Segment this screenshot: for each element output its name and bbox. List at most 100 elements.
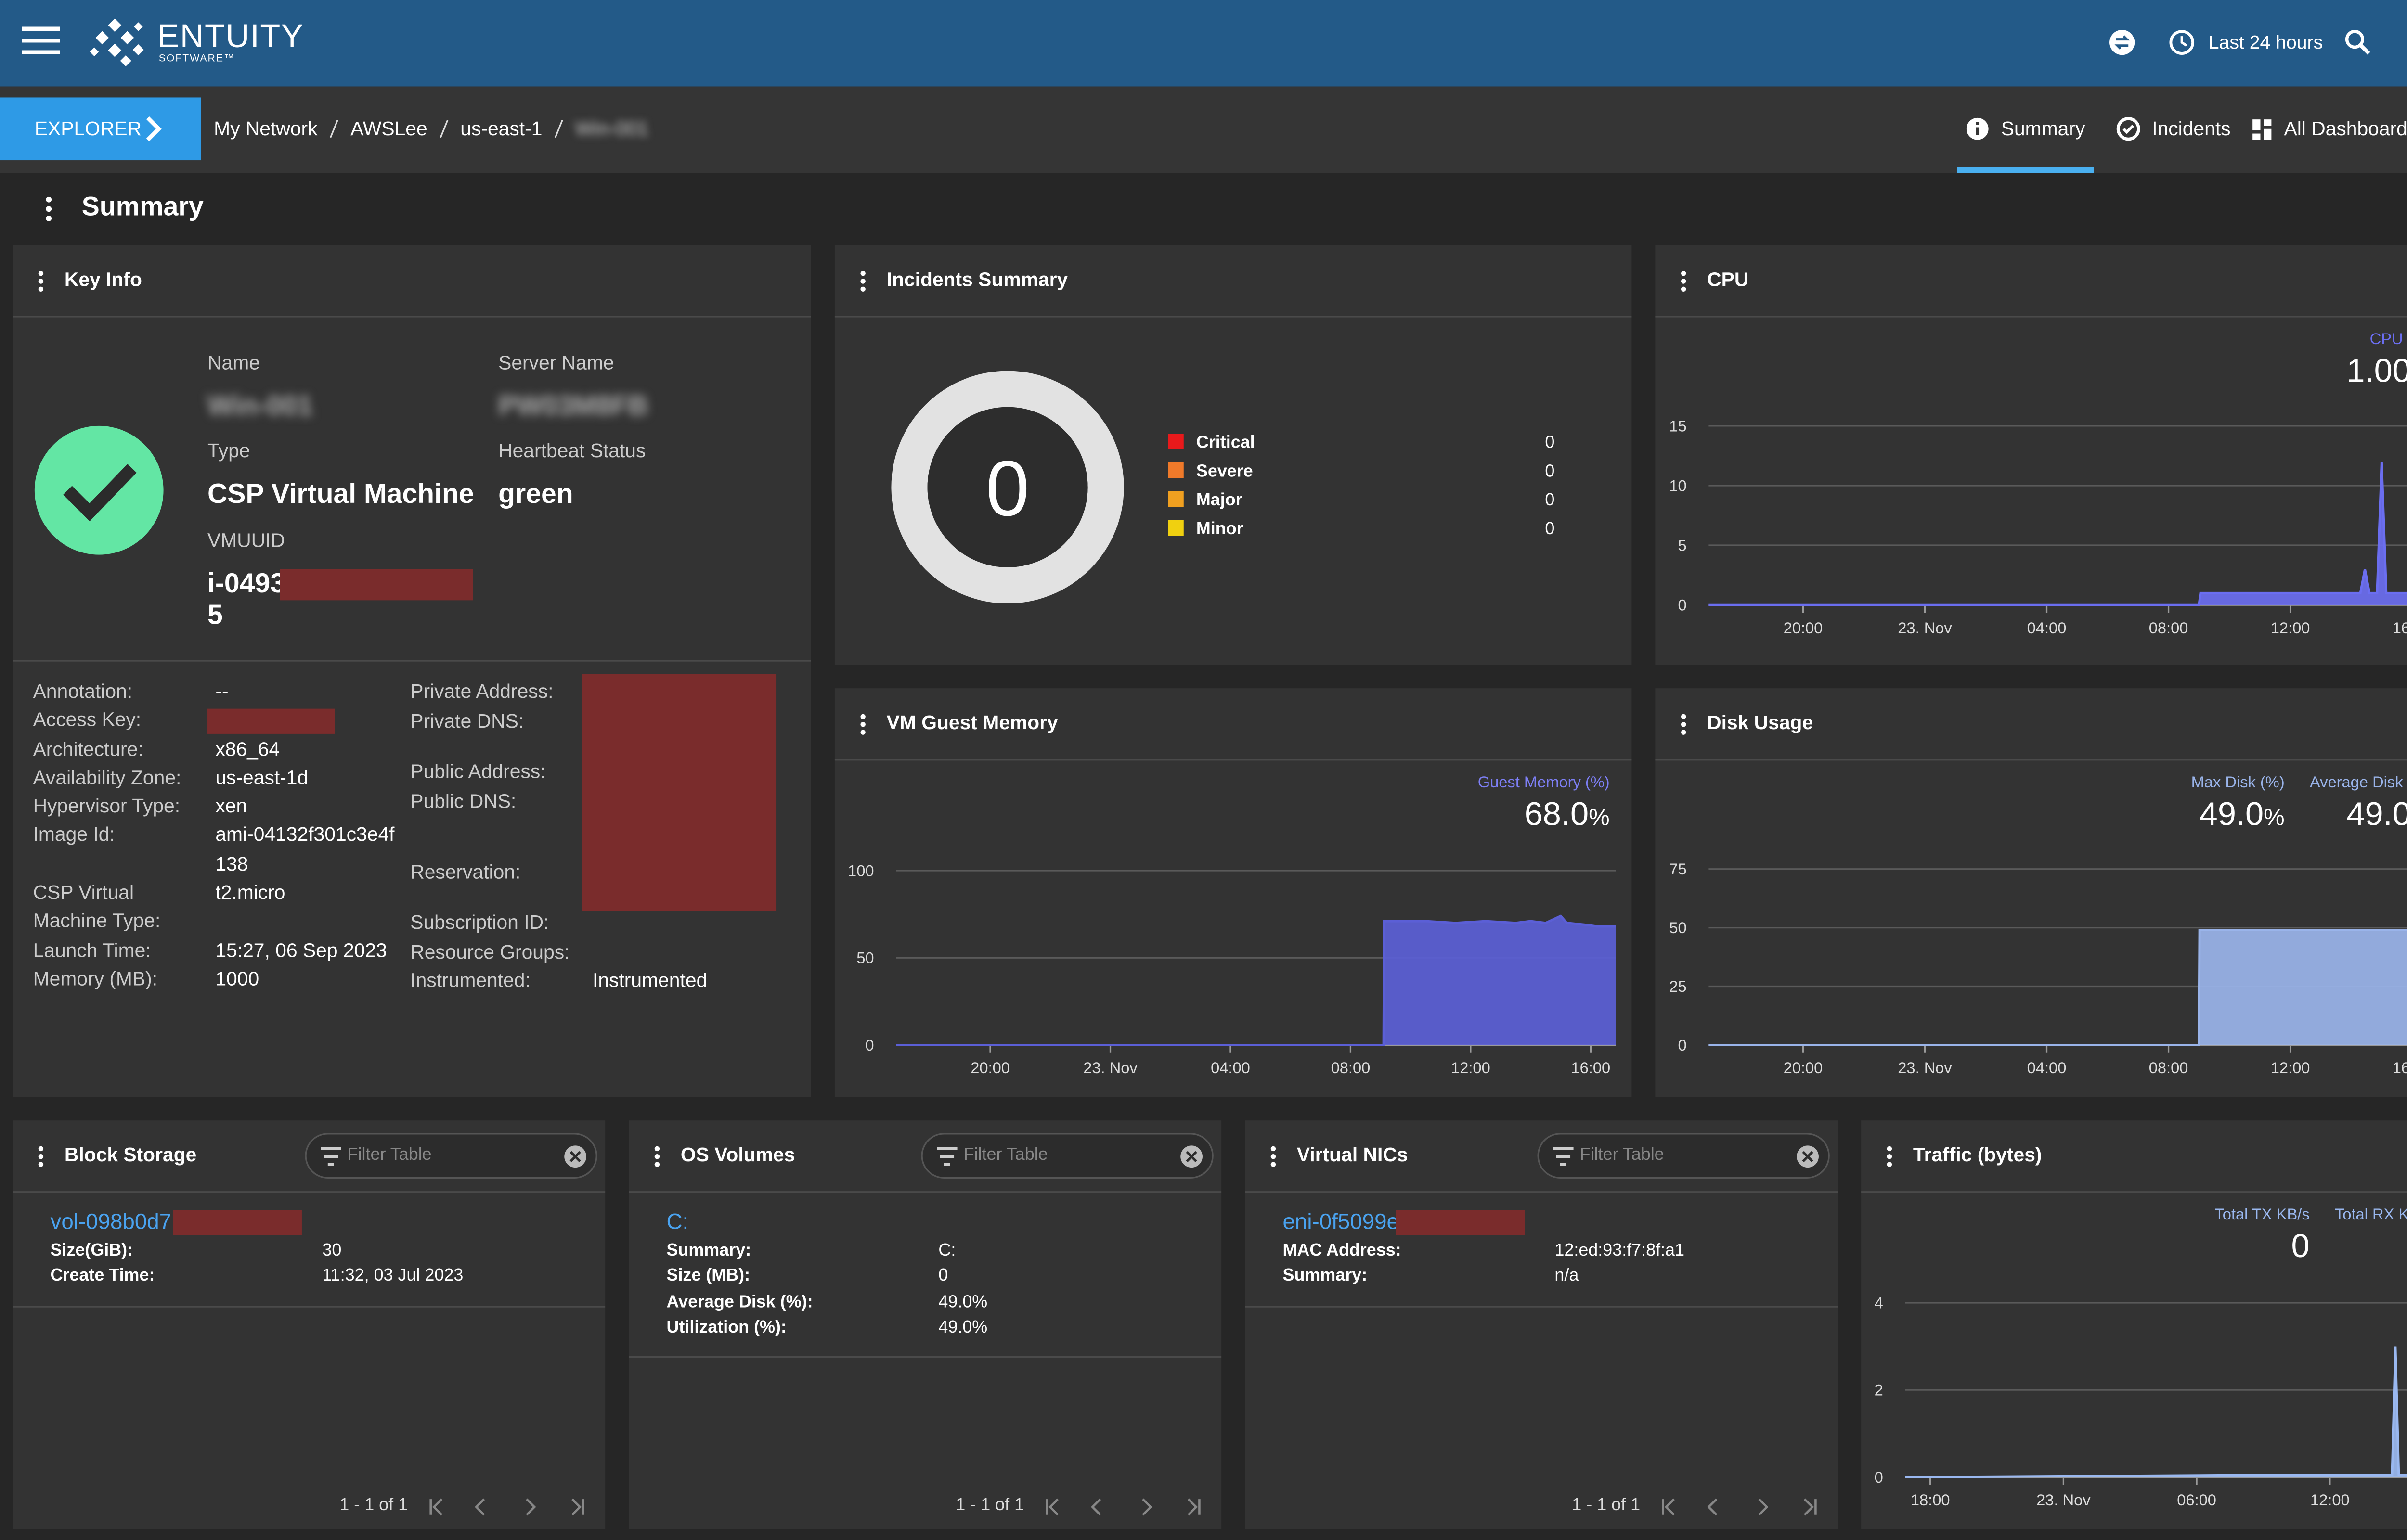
memory-panel: VM Guest Memory Guest Memory (%) 68.0% 0 50 1… xyxy=(834,688,1632,1097)
filter-icons xyxy=(937,1145,1203,1168)
panel-header: Key Info xyxy=(13,245,811,318)
legend-count: 0 xyxy=(1545,489,1554,509)
pager-button xyxy=(1187,1498,1201,1516)
detail-value: xen xyxy=(215,795,247,818)
pager-button xyxy=(1046,1498,1059,1516)
panel-header: Virtual NICs xyxy=(1245,1120,1838,1193)
tab[interactable]: All Dashboards xyxy=(2284,117,2407,140)
kebab[interactable] xyxy=(651,1144,663,1169)
filter-icon xyxy=(321,1147,341,1166)
detail-value: C: xyxy=(938,1241,956,1260)
pager-button xyxy=(1091,1498,1101,1516)
traffic-panel: Traffic (bytes) Total TX KB/s 0 Total RX KB… xyxy=(1861,1120,2407,1529)
filter-box[interactable]: Filter Table xyxy=(305,1133,597,1179)
field-value: 5 xyxy=(207,599,223,630)
readout: Max Disk (%) 49.0% xyxy=(2191,775,2285,834)
redaction xyxy=(280,569,473,601)
item-details: Size(GiB): 30 Create Time: 11:32, 03 Jul 20… xyxy=(50,1238,567,1289)
detail-value: 49.0% xyxy=(938,1318,988,1337)
y-tick-label: 75 xyxy=(1669,860,1686,878)
field-label: VMUUID xyxy=(207,529,285,552)
readout: Total TX KB/s 0 xyxy=(2214,1207,2309,1267)
header-icons xyxy=(22,18,2370,66)
table-row: C: Summary: C: Size (MB): 0 Average Disk (%):… xyxy=(629,1193,1222,1358)
legend-label: Minor xyxy=(1196,518,1243,538)
pager-button xyxy=(571,1498,584,1516)
breadcrumb-item[interactable]: AWSLee xyxy=(350,117,427,140)
item-link[interactable]: eni-0f5099e xyxy=(1282,1208,1399,1234)
tab[interactable]: Summary xyxy=(2001,117,2085,140)
kebab[interactable] xyxy=(41,195,57,223)
breadcrumb-separator xyxy=(554,119,563,138)
panel-header: VM Guest Memory xyxy=(834,688,1632,761)
item-link[interactable]: vol-098b0d7 xyxy=(50,1208,172,1234)
x-tick-label: 08:00 xyxy=(1331,1059,1371,1077)
pager[interactable] xyxy=(421,1494,594,1519)
dot xyxy=(38,1146,44,1152)
legend-label: Major xyxy=(1196,489,1242,509)
kebab[interactable] xyxy=(1677,269,1690,294)
kebab[interactable] xyxy=(1883,1144,1896,1169)
kebab[interactable] xyxy=(1677,712,1690,737)
time-range[interactable]: Last 24 hours xyxy=(2208,31,2323,54)
kebab[interactable] xyxy=(857,269,869,294)
y-tick-label: 4 xyxy=(1875,1294,1883,1311)
readout-label: Average Disk (%) xyxy=(2309,774,2407,792)
legend-label: Critical xyxy=(1196,432,1255,452)
cpu-panel: CPU CPU (%) 1.00% 0 5 10 15 20:00 23. Nov 04:00 08… xyxy=(1655,245,2407,665)
kebab[interactable] xyxy=(35,1144,47,1169)
explorer-button[interactable]: EXPLORER xyxy=(0,97,201,161)
pagination-text: 1 - 1 of 1 xyxy=(339,1496,408,1515)
detail-label: Private DNS: xyxy=(410,710,524,732)
explorer-label: EXPLORER xyxy=(34,117,142,140)
kebab[interactable] xyxy=(35,269,47,294)
pager[interactable] xyxy=(1654,1494,1826,1519)
item-link[interactable]: C: xyxy=(666,1208,689,1234)
readouts: Total TX KB/s 0 Total RX KB/s0 xyxy=(2214,1207,2407,1267)
series-line xyxy=(1905,1346,2407,1478)
x-tick-label: 04:00 xyxy=(2027,1059,2067,1077)
panel-header: Incidents Summary xyxy=(834,245,1632,318)
filter-box[interactable]: Filter Table xyxy=(921,1133,1214,1179)
filter-box[interactable]: Filter Table xyxy=(1537,1133,1830,1179)
series-line xyxy=(1708,462,2407,606)
dot xyxy=(860,714,866,719)
redaction xyxy=(1396,1210,1525,1235)
pager-button xyxy=(1662,1498,1675,1516)
dot xyxy=(654,1146,660,1152)
redaction xyxy=(207,708,335,734)
readouts: Guest Memory (%) 68.0% xyxy=(1478,775,1610,834)
dot xyxy=(860,286,866,292)
breadcrumb-item[interactable]: My Network xyxy=(214,117,318,140)
dot xyxy=(1887,1162,1892,1167)
y-tick-label: 15 xyxy=(1669,417,1686,435)
y-tick-label: 0 xyxy=(865,1036,874,1054)
detail-label: Size (MB): xyxy=(666,1267,751,1286)
pager[interactable] xyxy=(1037,1494,1210,1519)
x-tick-label: 04:00 xyxy=(2027,619,2067,637)
filter-icon xyxy=(1553,1147,1574,1166)
y-tick-label: 10 xyxy=(1669,476,1686,494)
detail-label: Availability Zone: xyxy=(33,767,181,789)
table-row: eni-0f5099e MAC Address: 12:ed:93:f7:8f:a1… xyxy=(1245,1193,1838,1307)
detail-label: Subscription ID: xyxy=(410,911,549,934)
detail-label: Average Disk (%): xyxy=(666,1293,813,1312)
kebab[interactable] xyxy=(1267,1144,1280,1169)
readout-unit: % xyxy=(1589,804,1610,832)
breadcrumb-item[interactable]: us-east-1 xyxy=(460,117,543,140)
readout-number: 49.0 xyxy=(2346,796,2407,833)
x-tick-label: 08:00 xyxy=(2149,619,2188,637)
chart: 0 5 10 15 20:00 23. Nov 04:00 08:00 12:00 16:00 xyxy=(1669,417,2407,637)
clear-x xyxy=(1802,1151,1813,1162)
panel-title: Traffic (bytes) xyxy=(1913,1144,2042,1166)
legend-swatch xyxy=(1168,434,1184,449)
dot xyxy=(1270,1154,1276,1159)
y-tick-label: 50 xyxy=(856,949,874,967)
detail-value: ami-04132f301c3e4f138 xyxy=(215,824,395,875)
kebab[interactable] xyxy=(857,712,869,737)
incidents-panel: Incidents Summary 0 Critical 0 Severe 0 Major 0… xyxy=(834,245,1632,665)
pagination-text: 1 - 1 of 1 xyxy=(1572,1496,1641,1515)
dot xyxy=(654,1162,660,1167)
detail-value: n/a xyxy=(1554,1267,1579,1286)
tab[interactable]: Incidents xyxy=(2152,117,2231,140)
